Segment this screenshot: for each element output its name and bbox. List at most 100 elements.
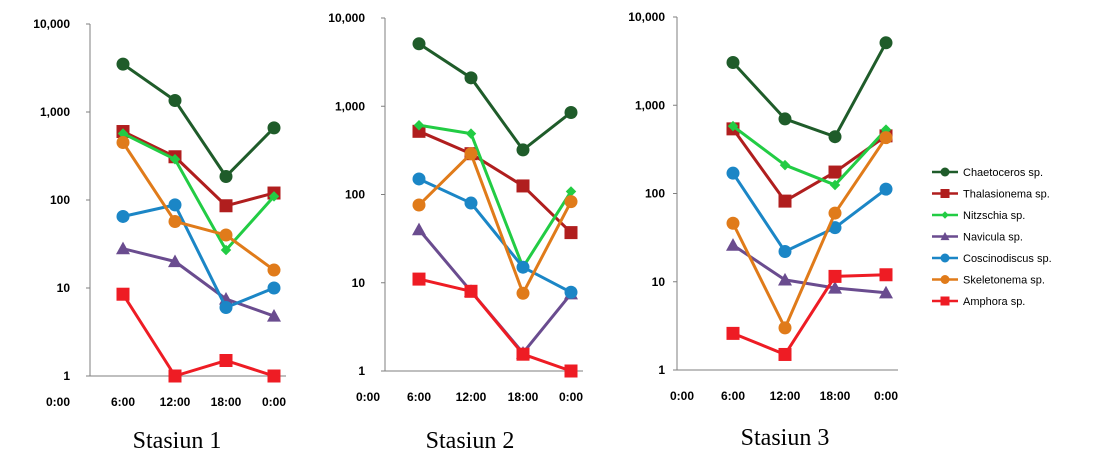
legend-item: Coscinodiscus sp. [932,253,1052,265]
y-tick-label: 100 [645,187,665,201]
data-point [726,166,740,180]
y-tick-label: 1 [63,369,70,383]
series-nitzschia-sp [727,120,892,191]
series-navicula-sp [412,222,578,359]
data-point [267,309,281,322]
series-line [731,127,887,203]
legend-label: Navicula sp. [963,232,1023,244]
series-nitzschia-sp [117,128,280,256]
data-point [219,301,233,315]
data-point [778,272,792,286]
data-point [267,121,281,135]
data-point [168,369,182,383]
x-tick-label: 18:00 [508,390,539,404]
series-line [731,136,888,330]
series-line [418,177,572,294]
legend-item: Amphora sp. [932,296,1025,308]
series-line [732,124,888,187]
data-point [168,214,182,228]
panel-title: Stasiun 3 [741,425,830,451]
data-point [564,226,578,240]
series-line [418,123,573,269]
series-navicula-sp [116,241,281,322]
data-point [516,347,530,361]
panel-title: Stasiun 1 [133,428,222,454]
series-line [731,172,887,254]
panel-title: Stasiun 2 [426,428,515,454]
data-point [219,354,233,368]
data-point [828,269,842,283]
series-amphora-sp [116,287,281,383]
x-tick-label: 0:00 [874,389,898,403]
y-tick-label: 1,000 [40,105,70,119]
data-point [412,222,426,236]
data-point [879,182,893,196]
series-coscinodiscus-sp [412,172,578,299]
data-point [828,165,842,179]
legend-marker [940,167,950,177]
series-skeletonema-sp [116,136,281,277]
y-tick-label: 10 [652,275,666,289]
data-point [413,119,425,131]
series-chaetoceros-sp [116,57,281,183]
legend-marker [941,211,949,219]
series-line [731,42,888,139]
data-point [778,347,792,361]
data-point [412,172,426,186]
data-point [879,285,893,299]
series-line [732,273,887,356]
x-tick-label: 0:00 [670,389,694,403]
legend: Chaetoceros sp. Thalasionema sp. Nitzschia… [932,167,1052,308]
series-line [122,203,275,310]
data-point [464,147,478,161]
legend-label: Nitzschia sp. [963,210,1025,222]
data-point [267,263,281,277]
data-point [168,254,182,268]
data-point [465,128,477,139]
series-line [122,130,275,208]
data-point [564,105,578,119]
data-point [828,130,842,144]
series-line [418,277,572,373]
chart-panel-3: 1 10 100 1,000 10,000 0:00 6:00 12:00 18:00 0:00 S… [628,10,898,451]
x-tick-label: 6:00 [111,395,135,409]
data-point [778,112,792,126]
series-line [418,129,573,234]
x-tick-label: 18:00 [211,395,242,409]
y-tick-label: 10,000 [628,10,665,24]
y-tick-label: 1 [658,363,665,377]
legend-item: Nitzschia sp. [932,210,1025,222]
legend-label: Thalasionema sp. [963,189,1050,201]
data-point [168,198,182,212]
data-point [168,94,182,108]
series-line [122,132,276,252]
data-point [169,154,181,165]
data-point [116,57,130,71]
legend-marker [940,189,950,198]
x-tick-label: 0:00 [46,395,70,409]
data-point [116,241,130,255]
series-line [732,243,887,295]
data-point [828,280,842,294]
legend-item: Navicula sp. [932,232,1023,244]
data-point [778,321,792,335]
data-point [268,191,280,202]
data-point [412,198,426,212]
x-tick-label: 12:00 [456,390,487,404]
data-point [778,245,792,259]
x-tick-label: 12:00 [160,395,191,409]
data-point [464,71,478,85]
data-point [412,124,426,138]
data-point [117,128,129,139]
series-nitzschia-sp [413,119,577,273]
data-point [219,169,233,183]
data-point [116,136,130,150]
data-point [116,209,130,223]
data-point [516,143,530,157]
series-amphora-sp [412,272,578,378]
data-point [879,131,893,145]
data-point [412,37,426,51]
data-point [779,159,791,171]
series-line [417,152,573,295]
data-point [267,281,281,295]
